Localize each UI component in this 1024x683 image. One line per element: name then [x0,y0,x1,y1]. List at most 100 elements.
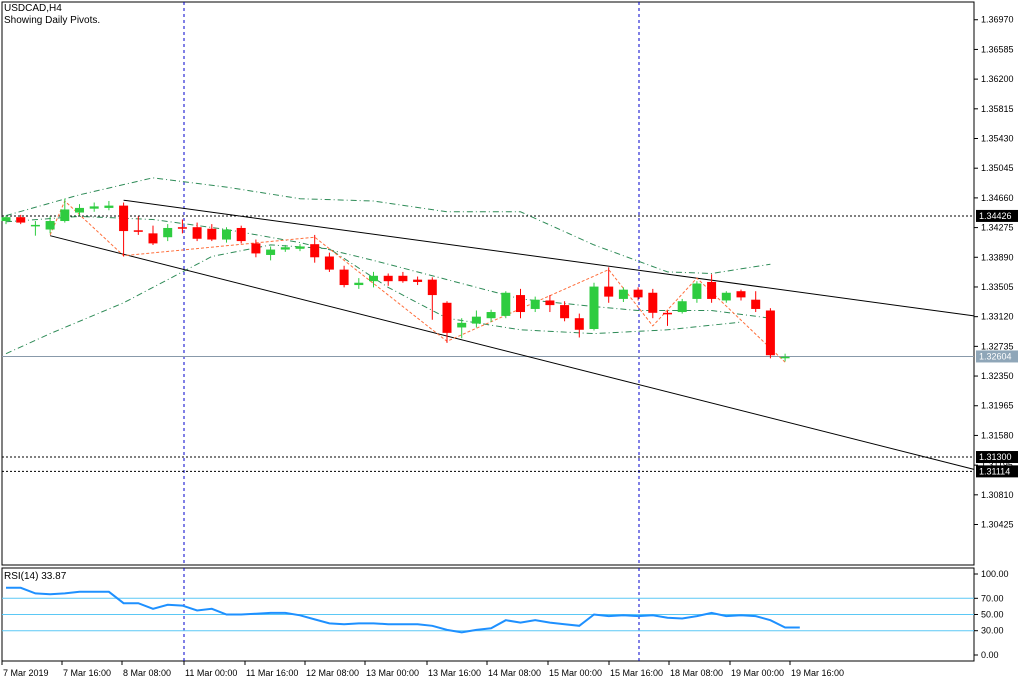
chart-symbol-title: USDCAD,H4 [4,3,62,14]
price-label-box-0 [976,209,1018,222]
candle [530,296,540,313]
x-tick-label-6: 13 Mar 00:00 [366,668,419,678]
y-tick-label-12: 1.32350 [981,371,1014,381]
y-tick-label-14: 1.31580 [981,430,1014,440]
y-tick-label-7: 1.34275 [981,223,1014,233]
candle-body [574,318,584,330]
candle-body [604,286,614,297]
y-tick-label-2: 1.36200 [981,74,1014,84]
candle [413,276,423,286]
candle-body [104,205,114,208]
rsi-tick-label-3: 30.00 [981,626,1004,636]
candle-body [486,312,496,319]
candle [295,244,305,252]
x-tick-label-10: 15 Mar 16:00 [610,668,663,678]
candle [501,291,511,319]
candle [266,246,276,261]
trendline-1 [49,235,975,470]
candle-body [530,299,540,309]
candle [383,273,393,286]
candle-body [148,233,158,244]
candle-body [45,221,55,230]
y-tick-label-10: 1.33120 [981,312,1014,322]
y-tick-label-1: 1.36585 [981,44,1014,54]
candle-body [560,305,570,319]
x-tick-label-13: 19 Mar 16:00 [791,668,844,678]
candle [765,308,775,359]
candle-body [648,292,658,313]
candle [574,313,584,338]
price-label-box-3 [976,465,1018,478]
candle [133,216,143,235]
price-label-1: 1.32604 [979,351,1012,361]
candle [486,309,496,323]
candle-body [207,228,217,240]
candle-body [677,301,687,313]
candle-body [163,227,173,238]
candle-body [633,289,643,298]
bollinger-lower-line [5,244,742,355]
candle-body [280,247,290,250]
candle-body [545,300,555,306]
candle [60,198,70,223]
candle [692,281,702,303]
candle [442,301,452,343]
y-tick-label-15: 1.31195 [981,460,1013,470]
candle-body [30,224,40,227]
candle-body [192,227,202,239]
candle-body [75,207,84,213]
y-tick-label-6: 1.34660 [981,193,1014,203]
candle-body [133,230,143,232]
x-tick-label-5: 12 Mar 08:00 [306,668,359,678]
candle-body [369,275,378,282]
candle [16,214,26,225]
candle [560,301,570,322]
candle-body [339,269,349,286]
candle [516,288,525,319]
rsi-tick-label-2: 50.00 [981,610,1004,620]
candle-body [765,310,775,356]
x-tick-label-7: 13 Mar 16:00 [428,668,481,678]
candle [427,277,437,320]
candle-body [663,312,672,315]
candle-body [222,229,231,240]
rsi-header: RSI(14) 33.87 [4,571,67,582]
price-label-2: 1.31300 [979,452,1012,462]
candle-body [501,292,511,316]
candle-body [177,227,187,229]
candle [633,287,643,301]
candle [45,216,55,234]
candle-body [780,356,790,359]
y-tick-label-3: 1.35815 [981,104,1014,114]
rsi-tick-label-0: 100.00 [981,569,1009,579]
bollinger-upper-line [5,177,771,275]
candle [1,215,11,225]
rsi-tick-label-1: 70.00 [981,593,1004,603]
x-tick-label-0: 7 Mar 2019 [3,668,49,678]
candle-body [516,295,525,313]
candle [369,271,378,288]
candle-body [1,217,11,222]
candle-body [236,227,246,242]
candle [677,298,687,314]
candle [751,291,761,313]
x-tick-label-9: 15 Mar 00:00 [549,668,602,678]
candle [177,219,187,234]
candle-body [383,275,393,282]
candle-body [707,281,717,299]
candle-body [751,299,761,309]
candle [119,202,129,257]
x-tick-label-12: 19 Mar 00:00 [731,668,784,678]
candle [75,204,84,216]
candle [104,200,114,211]
y-tick-label-8: 1.33890 [981,252,1014,262]
x-tick-label-2: 8 Mar 08:00 [123,668,171,678]
candle [280,244,290,252]
candle-body [354,282,364,286]
candle [207,224,217,242]
candle-body [60,209,70,222]
candle-body [457,322,467,328]
candle [545,295,555,313]
candle [163,224,173,242]
